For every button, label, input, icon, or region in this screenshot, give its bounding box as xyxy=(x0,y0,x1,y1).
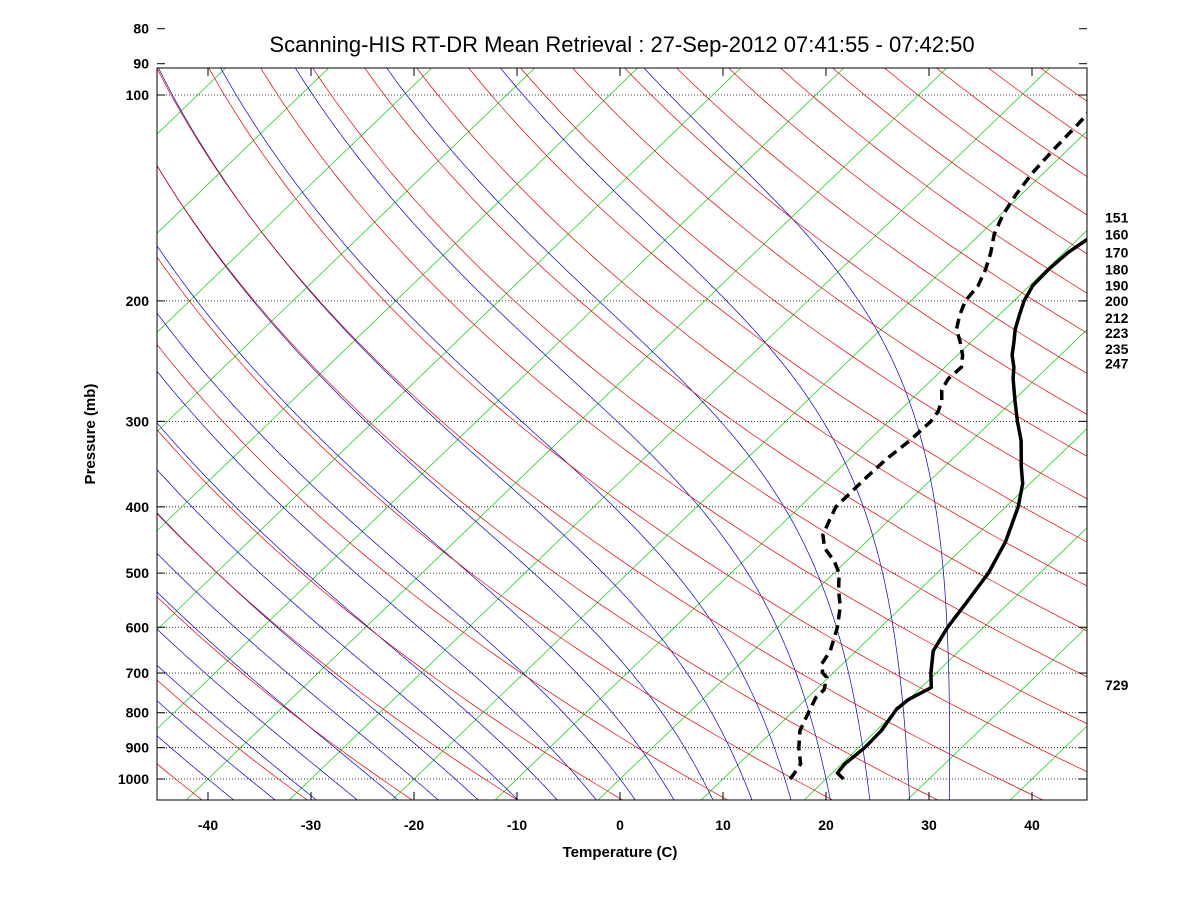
dry-adiabat-360 xyxy=(416,68,1087,587)
dry-adiabat-370 xyxy=(468,68,1087,543)
moist-adiabat-m12 xyxy=(157,469,519,800)
dry-adiabat-310 xyxy=(157,68,1044,800)
x-tick-label-10: 10 xyxy=(715,817,731,833)
y-tick-labels: 5060708090100200300400500600700800900100… xyxy=(118,21,150,787)
dew-point-line xyxy=(788,111,1087,781)
dry-adiabat-380 xyxy=(520,68,1087,500)
moist-adiabat-16 xyxy=(220,68,792,800)
isotherm-m30 xyxy=(288,68,1051,800)
side-label-170: 170 xyxy=(1105,245,1129,261)
isotherm-m20 xyxy=(391,130,1087,800)
x-tick-label-20: 20 xyxy=(818,817,834,833)
y-tick-label-200: 200 xyxy=(126,293,150,309)
isotherm-30 xyxy=(906,626,1087,800)
isotherm-m40 xyxy=(185,68,948,800)
x-tick-label-m40: -40 xyxy=(198,817,218,833)
side-label-223: 223 xyxy=(1105,325,1129,341)
moist-adiabat-8 xyxy=(157,164,714,800)
moist-adiabat-32 xyxy=(643,68,950,800)
isotherm-m70 xyxy=(157,68,639,532)
moist-adiabat-m4 xyxy=(157,370,597,800)
isotherm-m90 xyxy=(157,68,433,333)
dry-adiabat-350 xyxy=(364,68,1087,632)
side-label-180: 180 xyxy=(1105,262,1129,278)
y-axis-label: Pressure (mb) xyxy=(82,384,99,485)
dry-adiabat-280 xyxy=(157,343,729,800)
moist-adiabat-lines xyxy=(157,68,950,800)
isotherm-0 xyxy=(597,329,1087,800)
dry-adiabat-320 xyxy=(208,68,1087,773)
plot-frame xyxy=(156,67,1088,801)
isotherm-10 xyxy=(700,428,1087,800)
y-tick-label-400: 400 xyxy=(126,499,150,515)
dry-adiabat-270 xyxy=(157,429,624,800)
dry-adiabat-400 xyxy=(624,68,1087,415)
y-tick-label-500: 500 xyxy=(126,565,150,581)
side-label-729: 729 xyxy=(1105,677,1129,693)
moist-adiabat-12 xyxy=(158,68,753,800)
y-tick-label-300: 300 xyxy=(126,413,150,429)
isotherm-lines xyxy=(157,68,1087,800)
isotherm-20 xyxy=(803,527,1087,800)
dry-adiabat-250 xyxy=(157,596,413,800)
x-tick-label-0: 0 xyxy=(616,817,624,833)
dry-adiabat-390 xyxy=(572,68,1087,457)
x-tick-label-m10: -10 xyxy=(507,817,527,833)
axis-ticks xyxy=(157,28,1087,800)
x-tick-label-m30: -30 xyxy=(301,817,321,833)
moist-adiabat-m16 xyxy=(157,512,479,800)
moist-adiabat-m8 xyxy=(157,422,558,800)
dry-adiabat-410 xyxy=(676,68,1087,374)
side-label-160: 160 xyxy=(1105,227,1129,243)
dry-adiabat-lines xyxy=(157,68,1087,800)
x-tick-label-m20: -20 xyxy=(404,817,424,833)
moist-adiabat-28 xyxy=(499,68,910,800)
y-tick-label-900: 900 xyxy=(126,740,150,756)
y-tick-label-80: 80 xyxy=(133,21,149,37)
chart-title: Scanning-HIS RT-DR Mean Retrieval : 27-S… xyxy=(269,32,974,57)
moist-adiabat-m36 xyxy=(157,700,276,800)
moist-adiabat-m20 xyxy=(157,552,439,800)
moist-adiabat-m24 xyxy=(157,591,399,800)
dry-adiabat-290 xyxy=(157,256,834,800)
isotherm-m80 xyxy=(157,68,536,433)
side-label-235: 235 xyxy=(1105,341,1129,357)
isotherm-m10 xyxy=(494,229,1087,800)
moist-adiabat-m32 xyxy=(157,664,317,800)
isotherm-m60 xyxy=(157,68,742,631)
moist-adiabat-m40 xyxy=(157,735,235,800)
y-tick-label-100: 100 xyxy=(126,87,150,103)
sounding-series xyxy=(788,111,1087,781)
side-label-151: 151 xyxy=(1105,209,1129,225)
dry-adiabat-420 xyxy=(728,68,1087,334)
y-tick-label-600: 600 xyxy=(126,619,150,635)
dry-adiabat-330 xyxy=(260,68,1087,725)
side-label-212: 212 xyxy=(1105,310,1129,326)
dry-adiabat-340 xyxy=(312,68,1087,678)
moist-adiabat-m28 xyxy=(157,628,358,800)
x-tick-label-30: 30 xyxy=(921,817,937,833)
y-tick-label-700: 700 xyxy=(126,665,150,681)
temperature-line xyxy=(835,237,1087,781)
x-tick-labels: -40 -30 -20 -10 0 10 20 30 40 xyxy=(198,817,1040,833)
x-axis-label: Temperature (C) xyxy=(563,844,678,861)
y-tick-label-1000: 1000 xyxy=(118,771,149,787)
side-label-190: 190 xyxy=(1105,278,1129,294)
side-label-200: 200 xyxy=(1105,293,1129,309)
x-tick-label-40: 40 xyxy=(1024,817,1040,833)
side-label-247: 247 xyxy=(1105,356,1129,372)
dry-adiabat-300 xyxy=(157,165,939,800)
moist-adiabat-20 xyxy=(294,68,831,800)
y-tick-label-90: 90 xyxy=(133,56,149,72)
isotherm-m50 xyxy=(157,68,845,730)
pressure-gridlines xyxy=(157,94,1087,780)
moist-adiabat-0 xyxy=(157,312,636,800)
y-tick-label-800: 800 xyxy=(126,705,150,721)
dry-adiabat-260 xyxy=(157,513,518,800)
